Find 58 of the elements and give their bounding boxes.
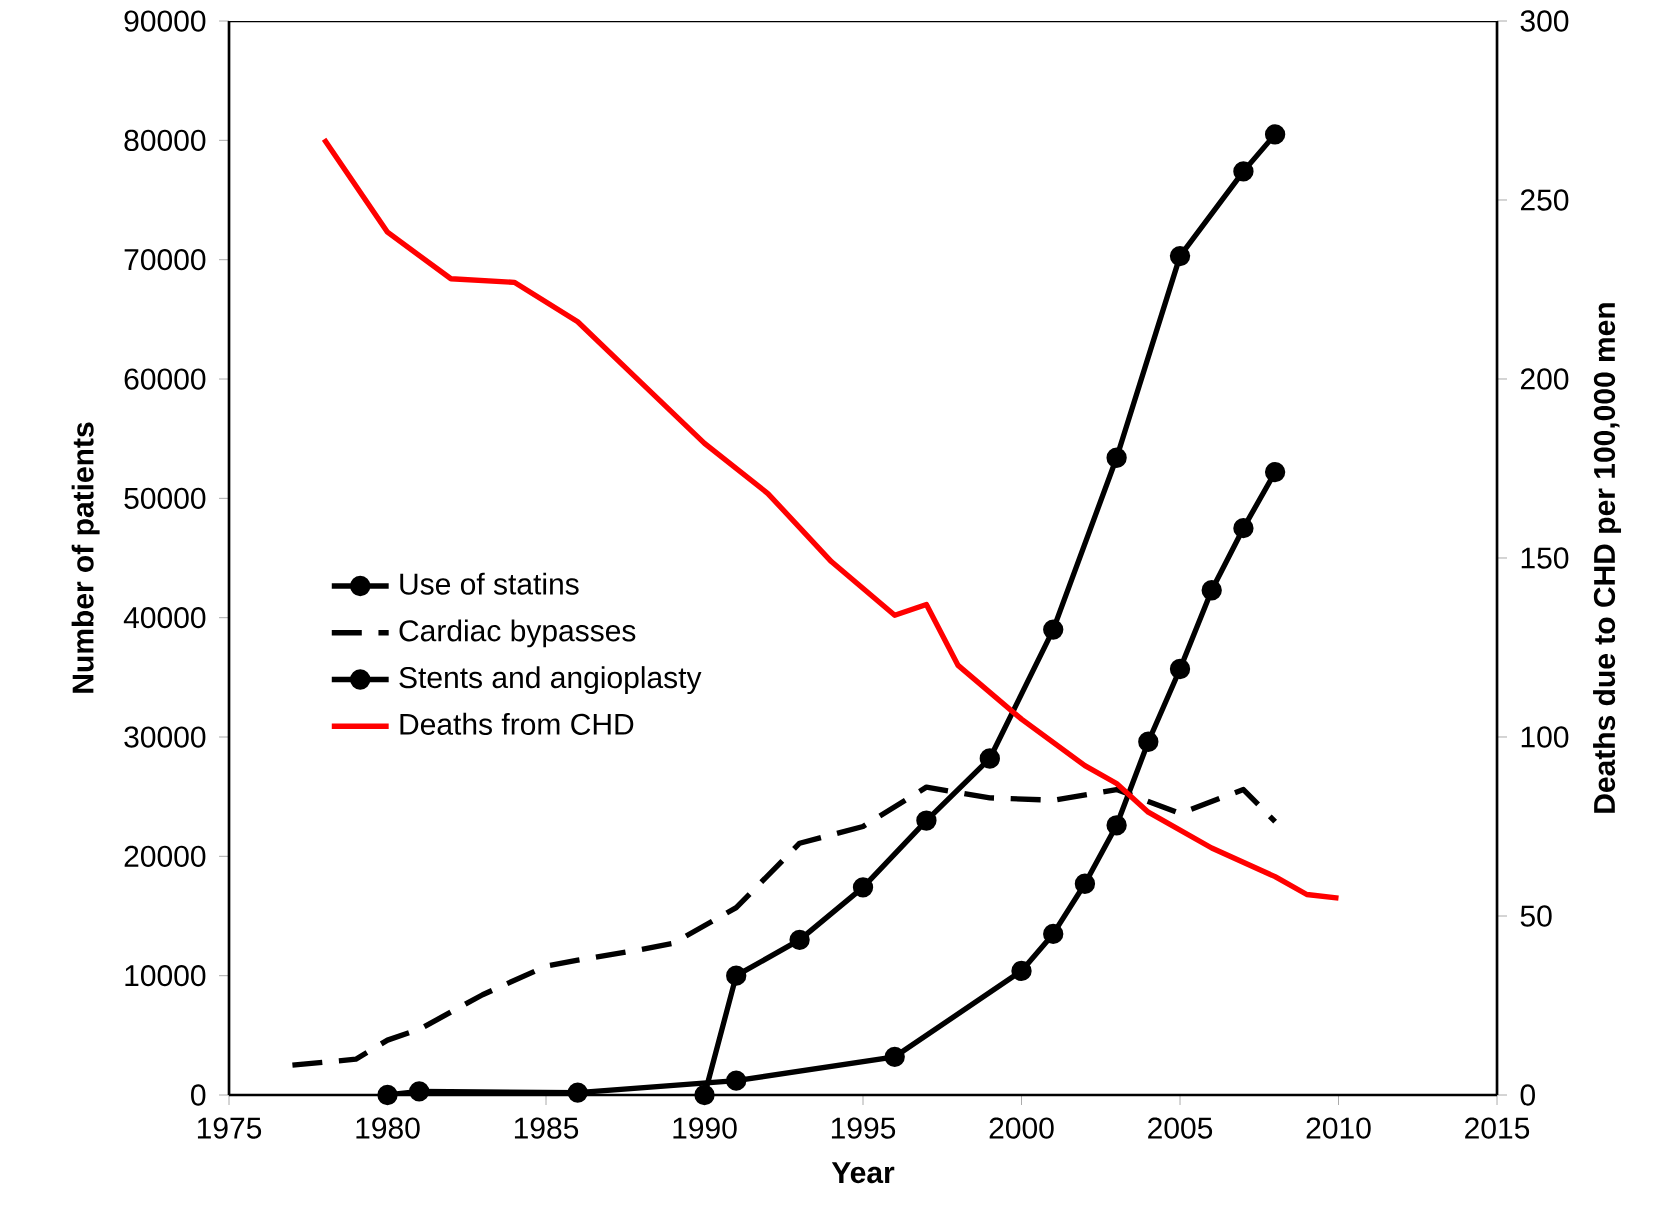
- point: [1074, 873, 1096, 894]
- y-tick-label: 80000: [124, 129, 206, 151]
- point: [916, 810, 937, 831]
- x-tick-label: 1985: [514, 1117, 579, 1139]
- point: [1233, 161, 1254, 182]
- y2-tick-label: 250: [1520, 189, 1569, 211]
- y-axis-title: Number of patients: [71, 422, 100, 693]
- y2-tick-label: 0: [1520, 1084, 1535, 1106]
- point: [852, 877, 874, 898]
- x-tick-label: 2000: [989, 1117, 1054, 1139]
- x-tick-label: 2015: [1465, 1117, 1530, 1139]
- x-tick-label: 1995: [831, 1117, 896, 1139]
- point: [377, 1084, 398, 1106]
- point: [1169, 658, 1191, 680]
- y-tick-label: 60000: [124, 368, 206, 390]
- point: [1264, 461, 1286, 483]
- point: [1106, 447, 1127, 468]
- point: [1043, 923, 1064, 945]
- y2-tick-label: 100: [1521, 726, 1569, 748]
- y-tick-label: 90000: [124, 10, 206, 32]
- point: [1011, 960, 1032, 982]
- y2-tick-label: 200: [1520, 368, 1569, 390]
- legend-label: Cardiac bypasses: [399, 619, 636, 648]
- y2-tick-label: 150: [1521, 547, 1569, 569]
- point: [1169, 245, 1191, 267]
- y2-tick-label: 300: [1520, 10, 1569, 32]
- y2-axis-title: Deaths due to CHD per 100,000 men: [1593, 303, 1622, 813]
- point: [1138, 731, 1159, 752]
- point: [884, 1046, 905, 1067]
- legend-label: Use of statins: [400, 572, 579, 595]
- point: [726, 1070, 747, 1091]
- y-tick-label: 50000: [124, 487, 206, 509]
- point: [409, 1081, 430, 1102]
- point: [694, 1084, 715, 1106]
- point: [979, 748, 1000, 769]
- y-tick-label: 10000: [125, 965, 206, 987]
- x-tick-label: 1975: [197, 1117, 262, 1139]
- x-tick-label: 2010: [1306, 1117, 1371, 1139]
- point: [726, 965, 747, 986]
- x-tick-label: 1990: [673, 1117, 737, 1139]
- y-tick-label: 20000: [124, 845, 206, 867]
- legend-label: Stents and angioplasty: [399, 666, 702, 695]
- point: [1264, 124, 1286, 145]
- y-tick-label: 40000: [123, 607, 206, 629]
- y-tick-label: 0: [191, 1084, 206, 1106]
- y2-tick-label: 50: [1520, 905, 1552, 927]
- legend-label: Deaths from CHD: [400, 712, 634, 735]
- point: [567, 1082, 588, 1103]
- x-axis-title: Year: [831, 1162, 895, 1184]
- x-tick-label: 1980: [356, 1117, 420, 1139]
- y-tick-label: 30000: [124, 726, 206, 748]
- point: [1233, 518, 1254, 539]
- point: [1106, 815, 1127, 836]
- x-tick-label: 2005: [1148, 1117, 1213, 1139]
- point: [1201, 580, 1222, 601]
- point: [789, 929, 810, 951]
- y-tick-label: 70000: [124, 249, 206, 271]
- point: [1043, 619, 1064, 640]
